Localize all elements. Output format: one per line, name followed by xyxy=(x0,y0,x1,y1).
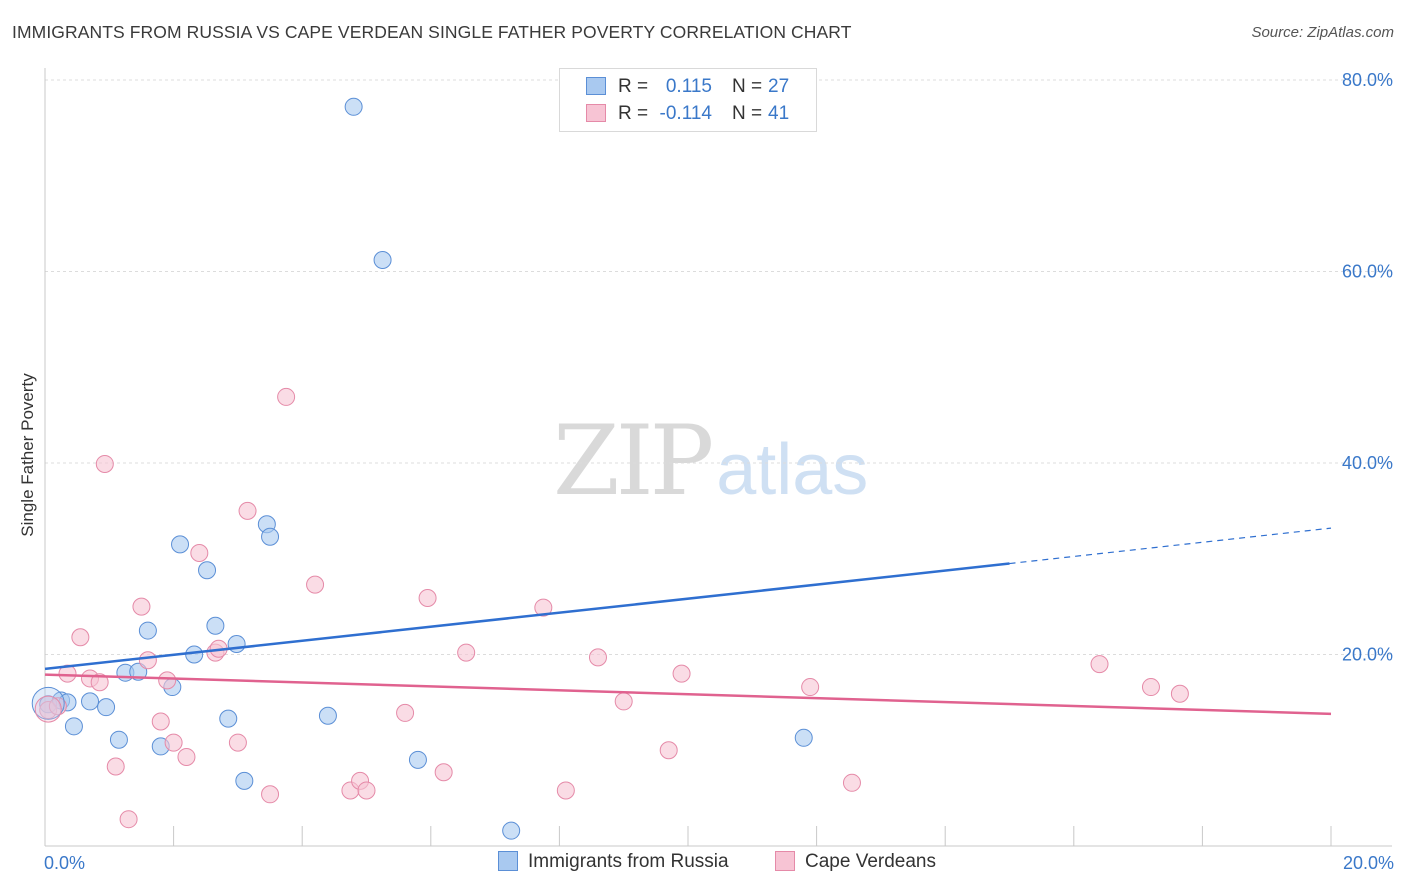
cape-verdean-point xyxy=(158,671,177,690)
cape-verdeans-swatch xyxy=(586,104,606,122)
russia-legend-swatch xyxy=(498,851,518,871)
x-tick-label: 0.0% xyxy=(44,853,85,873)
russia-point xyxy=(185,645,204,664)
cape-verdean-point xyxy=(1090,655,1109,674)
russia-trend-line xyxy=(44,562,1010,671)
stats-legend: R = 0.115 N = 27 R = -0.114 N = 41 xyxy=(559,68,817,132)
cape-verdean-point xyxy=(238,501,257,520)
russia-point xyxy=(502,821,521,840)
russia-point xyxy=(235,771,254,790)
cape-verdean-point xyxy=(534,598,553,617)
russia-point xyxy=(344,97,363,116)
n-label: N = xyxy=(732,103,763,124)
russia-point xyxy=(129,662,148,681)
r-value: -0.114 xyxy=(659,103,712,124)
cape-verdean-point xyxy=(151,712,170,731)
cape-verdean-point xyxy=(434,763,453,782)
cape-verdean-point xyxy=(177,747,196,766)
n-label: N = xyxy=(732,76,763,97)
cape-verdean-point xyxy=(659,741,678,760)
legend-label-cape-verdeans: Cape Verdeans xyxy=(805,851,936,872)
n-value: 27 xyxy=(768,76,790,97)
cape-verdean-point xyxy=(277,387,296,406)
cape-verdean-point xyxy=(306,575,325,594)
y-tick-label: 20.0% xyxy=(1342,645,1393,665)
russia-swatch xyxy=(586,77,606,95)
x-tick-label: 20.0% xyxy=(1343,853,1394,873)
y-tick-label: 40.0% xyxy=(1342,453,1393,473)
r-label: R = xyxy=(618,76,649,97)
cape-verdean-point xyxy=(90,673,109,692)
y-tick-label: 80.0% xyxy=(1342,70,1393,90)
cape-verdean-point xyxy=(418,589,437,608)
russia-point xyxy=(219,709,238,728)
cape-verdean-point xyxy=(164,733,183,752)
cape-verdean-point xyxy=(801,678,820,697)
cape-verdean-point xyxy=(190,544,209,563)
cape-verdean-cluster-point xyxy=(34,695,62,723)
cape-verdean-point xyxy=(228,733,247,752)
cape-verdean-point xyxy=(95,454,114,473)
r-label: R = xyxy=(618,103,649,124)
y-axis-label: Single Father Poverty xyxy=(18,373,37,537)
russia-point xyxy=(171,535,190,554)
cape-verdean-point xyxy=(672,664,691,683)
russia-point xyxy=(64,717,83,736)
cape-verdean-point xyxy=(1170,684,1189,703)
cape-verdean-point xyxy=(106,757,125,776)
cape-verdean-point xyxy=(261,785,280,804)
legend-item-russia[interactable]: Immigrants from Russia xyxy=(498,851,729,873)
n-value: 41 xyxy=(768,103,790,124)
cape-verdean-point xyxy=(138,651,157,670)
cape-verdean-trend-line xyxy=(44,673,1332,716)
cape-verdean-point xyxy=(614,692,633,711)
r-value: 0.115 xyxy=(665,76,712,97)
cape-verdean-point xyxy=(1141,678,1160,697)
y-tick-label: 60.0% xyxy=(1342,262,1393,282)
cape-verdean-point xyxy=(71,628,90,647)
cape-verdean-point xyxy=(842,773,861,792)
russia-point xyxy=(373,251,392,270)
russia-point xyxy=(794,728,813,747)
russia-point xyxy=(198,561,217,580)
cape-verdean-point xyxy=(396,703,415,722)
russia-point xyxy=(109,730,128,749)
russia-point xyxy=(206,616,225,635)
cape-verdeans-legend-swatch xyxy=(775,851,795,871)
cape-verdean-point xyxy=(119,810,138,829)
cape-verdean-point xyxy=(357,781,376,800)
russia-point xyxy=(138,621,157,640)
cape-verdean-point xyxy=(556,781,575,800)
chart-title: IMMIGRANTS FROM RUSSIA VS CAPE VERDEAN S… xyxy=(12,22,852,42)
russia-point xyxy=(261,527,280,546)
cape-verdean-point xyxy=(132,597,151,616)
legend-item-cape-verdeans[interactable]: Cape Verdeans xyxy=(775,851,936,873)
legend-label-russia: Immigrants from Russia xyxy=(528,851,729,872)
russia-cluster-point xyxy=(31,686,65,720)
source-label: Source: ZipAtlas.com xyxy=(1251,24,1394,41)
cape-verdean-point xyxy=(457,643,476,662)
cape-verdean-point xyxy=(588,648,607,667)
russia-point xyxy=(97,698,116,717)
russia-point xyxy=(318,706,337,725)
russia-point xyxy=(81,692,100,711)
russia-point xyxy=(408,750,427,769)
russia-point xyxy=(227,634,246,653)
russia-trend-extension xyxy=(1009,527,1332,565)
